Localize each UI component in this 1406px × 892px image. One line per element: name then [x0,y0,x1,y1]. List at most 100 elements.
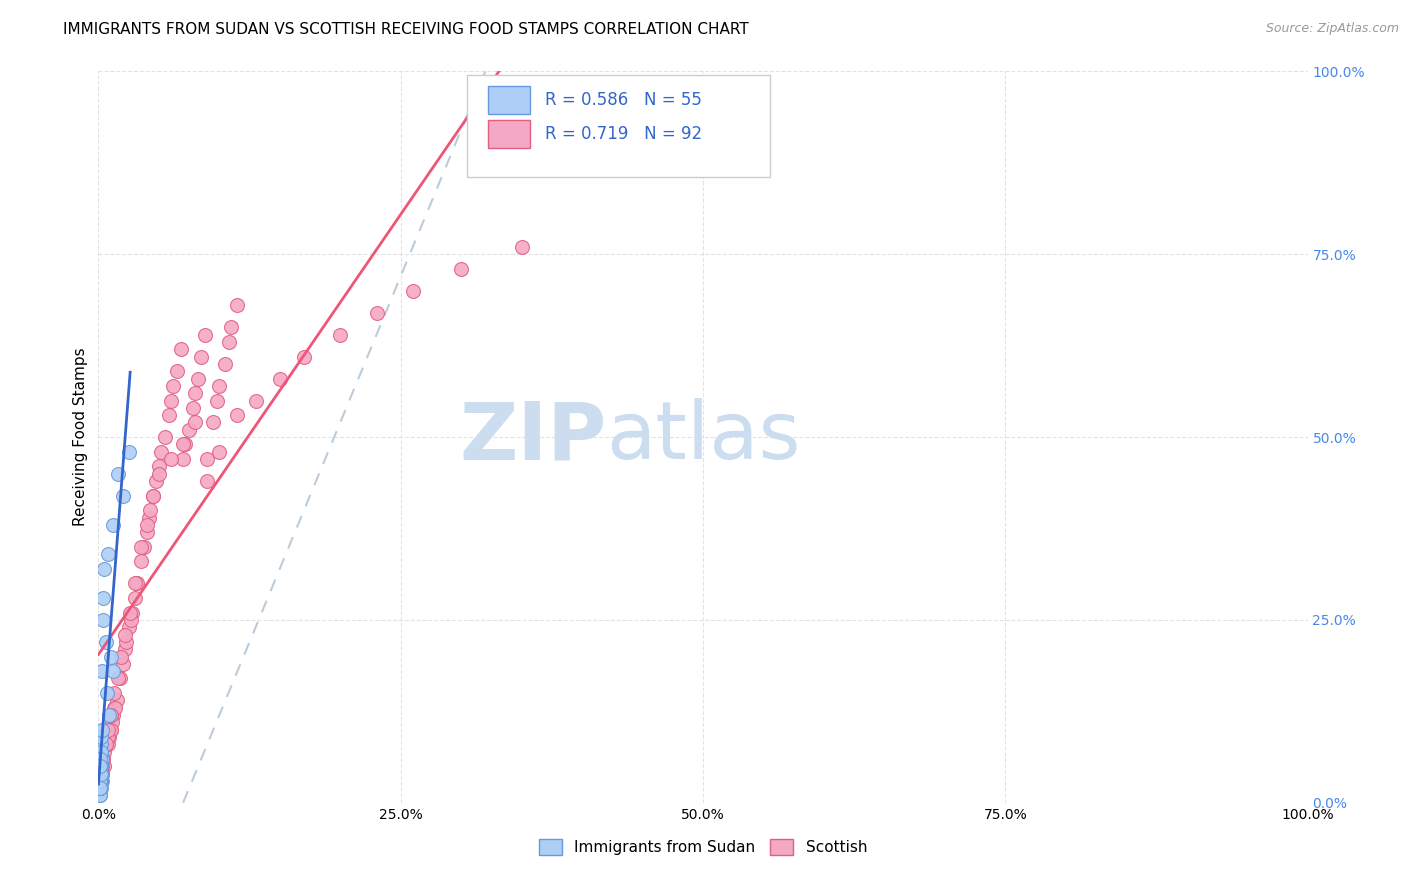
Point [124,591,146,605]
Point [89,789,111,803]
Point [93,562,115,576]
Point [118,606,141,620]
Point [172,437,194,451]
Point [89,789,111,803]
Point [90,773,112,788]
Point [148,459,170,474]
Point [100,723,122,737]
Text: Source: ZipAtlas.com: Source: ZipAtlas.com [1265,22,1399,36]
Point [134,540,156,554]
Point [138,510,160,524]
Point [90,745,112,759]
Point [89,773,111,788]
Point [89,745,111,759]
Point [89,766,111,780]
Point [90,745,112,759]
Point [160,393,183,408]
Point [90,766,112,780]
Point [90,773,112,788]
Point [89,759,111,773]
Point [107,672,129,686]
Point [115,635,138,649]
Point [208,379,231,393]
Point [94,737,117,751]
Point [104,700,127,714]
Point [94,635,117,649]
FancyBboxPatch shape [467,75,769,178]
Point [202,416,225,430]
Point [292,350,315,364]
Point [166,364,188,378]
Point [174,437,197,451]
Point [153,430,176,444]
Point [101,708,124,723]
Point [90,781,112,796]
Point [91,766,114,780]
Point [181,401,204,415]
Point [97,730,120,744]
Point [329,327,352,342]
Point [195,452,218,467]
Point [91,766,114,780]
Point [89,781,111,796]
Point [218,334,240,349]
Point [190,350,212,364]
Point [89,737,111,751]
Point [97,547,120,561]
Point [91,752,114,766]
Point [142,489,165,503]
Point [195,474,218,488]
Point [89,759,111,773]
Point [366,306,388,320]
Point [205,393,228,408]
Point [89,766,111,780]
Text: R = 0.586   N = 55: R = 0.586 N = 55 [544,91,702,109]
Point [118,444,141,458]
Point [89,781,111,796]
Point [114,642,136,657]
Point [89,781,111,796]
Point [111,489,134,503]
Point [89,759,111,773]
Point [107,467,129,481]
Point [89,773,111,788]
Point [89,781,111,796]
Point [139,503,162,517]
Point [90,752,112,766]
Point [100,715,122,730]
Point [93,745,115,759]
Point [96,686,118,700]
Point [91,613,114,627]
Text: IMMIGRANTS FROM SUDAN VS SCOTTISH RECEIVING FOOD STAMPS CORRELATION CHART: IMMIGRANTS FROM SUDAN VS SCOTTISH RECEIV… [63,22,749,37]
Point [145,474,167,488]
Point [89,773,111,788]
Point [100,708,122,723]
Point [120,613,142,627]
Point [160,452,183,467]
Point [89,781,111,796]
Point [101,664,124,678]
Point [90,759,112,773]
Y-axis label: Receiving Food Stamps: Receiving Food Stamps [73,348,89,526]
Point [162,379,184,393]
Point [194,327,217,342]
Point [169,343,191,357]
Point [90,759,112,773]
Text: atlas: atlas [606,398,800,476]
Point [100,649,122,664]
Text: R = 0.719   N = 92: R = 0.719 N = 92 [544,125,702,144]
Point [184,416,207,430]
Point [402,284,425,298]
Point [91,591,114,605]
Point [89,759,111,773]
Point [105,693,128,707]
Point [114,627,136,641]
Point [91,752,114,766]
Point [97,723,120,737]
Point [110,649,132,664]
Point [103,686,125,700]
Point [103,700,125,714]
Point [226,408,249,422]
Point [90,766,112,780]
Point [450,261,472,276]
